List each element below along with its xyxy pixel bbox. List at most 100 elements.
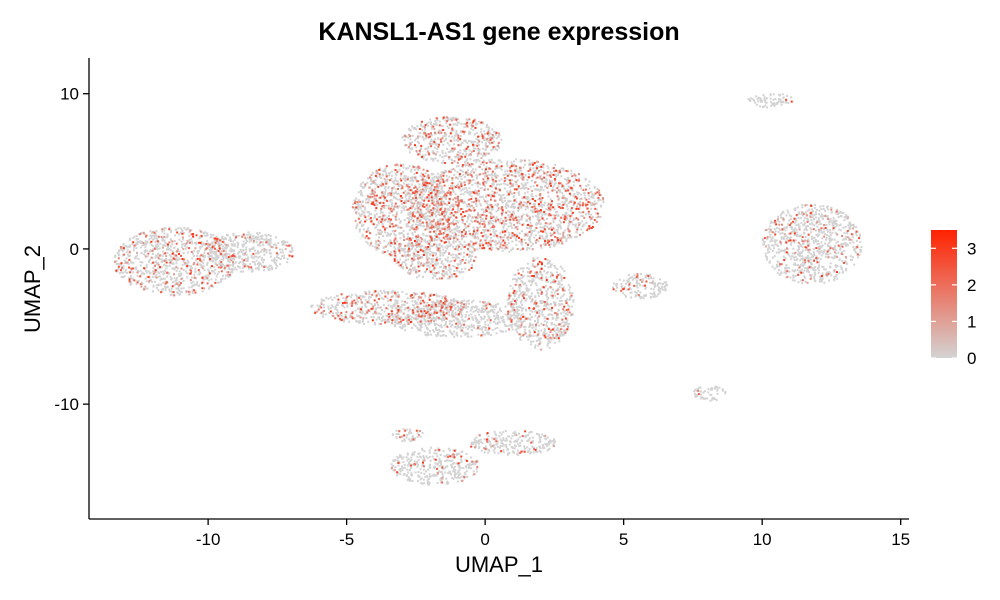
scatter-point [558,299,561,302]
scatter-point [511,170,514,173]
scatter-point [533,236,536,239]
scatter-point [588,197,591,200]
scatter-point [250,247,253,250]
scatter-point [540,168,542,171]
scatter-point [548,337,551,340]
scatter-point [399,237,402,240]
scatter-point [519,338,522,341]
scatter-point [225,265,228,268]
scatter-point [203,256,206,259]
scatter-point [450,209,453,212]
scatter-point [529,313,531,316]
scatter-point [164,288,167,291]
scatter-point [401,206,404,209]
scatter-point [176,281,179,284]
scatter-point [495,247,498,250]
scatter-point [455,318,458,321]
scatter-point [538,234,541,237]
scatter-point [370,316,373,319]
scatter-point [484,229,487,232]
scatter-point [388,212,391,215]
scatter-point [417,212,420,215]
scatter-point [534,282,537,285]
scatter-point [428,227,431,230]
scatter-point [435,124,438,127]
scatter-point [595,212,598,215]
scatter-point [435,239,438,242]
scatter-point [437,194,440,197]
scatter-point [496,174,499,177]
scatter-point [478,135,481,138]
scatter-point [528,162,531,165]
scatter-point [558,202,561,205]
scatter-point [440,324,443,327]
scatter-point [208,270,211,273]
scatter-point [576,191,579,194]
scatter-point [137,258,140,260]
scatter-point [156,253,159,256]
scatter-point [381,317,383,319]
scatter-point [547,339,550,342]
scatter-point [488,132,491,135]
scatter-point [424,186,427,189]
scatter-point [388,220,391,223]
scatter-point [246,233,249,236]
scatter-point [259,244,262,247]
scatter-point [233,250,236,253]
scatter-point [497,311,500,314]
scatter-point [538,324,541,327]
scatter-point [494,133,497,136]
scatter-point [424,197,427,200]
scatter-point [403,308,406,311]
scatter-point [537,305,540,308]
scatter-point [221,265,224,268]
scatter-point [516,179,519,182]
scatter-point [546,165,549,168]
scatter-point [444,250,447,252]
scatter-point [173,267,176,270]
scatter-point [163,264,166,267]
scatter-point [512,210,515,213]
scatter-point [566,178,569,181]
scatter-point [174,234,177,237]
scatter-point [494,218,497,221]
scatter-point [477,227,480,230]
scatter-point [565,178,568,181]
scatter-point [214,263,217,266]
scatter-point [217,256,220,259]
scatter-point [265,239,268,242]
scatter-point [425,306,428,308]
scatter-point [400,327,403,330]
scatter-point [334,305,337,308]
scatter-point [553,265,556,267]
scatter-point [529,275,531,278]
scatter-point [565,240,568,243]
scatter-point [225,254,228,257]
scatter-point [513,212,516,215]
scatter-point [474,189,477,192]
scatter-point [410,198,413,201]
scatter-point [543,328,546,330]
scatter-point [388,200,391,203]
scatter-point [476,152,479,155]
scatter-point [409,210,412,213]
scatter-point [431,177,434,180]
scatter-point [432,173,435,176]
scatter-point [472,310,475,313]
scatter-point [472,129,475,132]
scatter-point [530,340,533,343]
scatter-point [431,301,434,304]
scatter-point [456,321,459,324]
scatter-point [445,174,448,177]
scatter-point [229,268,232,271]
scatter-point [496,163,499,166]
scatter-point [152,285,155,288]
scatter-point [168,288,171,291]
scatter-point [343,306,346,309]
scatter-point [429,304,432,307]
scatter-point [563,270,566,272]
scatter-point [378,312,380,315]
scatter-point [412,323,415,326]
scatter-point [517,314,520,317]
scatter-point [242,262,245,265]
